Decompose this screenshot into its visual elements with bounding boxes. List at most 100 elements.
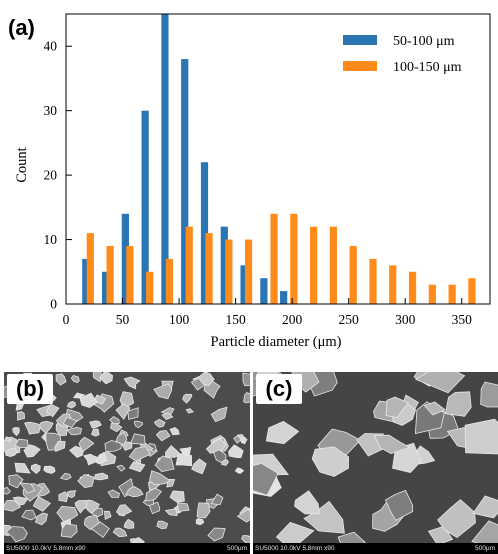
sem-particle: [12, 426, 20, 437]
sem-particle: [196, 502, 211, 519]
sem-particle: [5, 526, 28, 543]
sem-particle: [128, 446, 151, 462]
sem-particle: [177, 502, 190, 512]
sem-particle: [472, 495, 498, 519]
sem-particle: [294, 490, 321, 515]
histogram-chart: (a) 0 50 100 150 200 250 300 350 0 10 20 30 40 Part…: [8, 13, 491, 350]
sem-particle: [115, 431, 128, 446]
sem-particle: [21, 509, 37, 521]
sem-particle: [8, 474, 24, 489]
y-tick-label: 40: [44, 39, 58, 54]
bar-series-2-11: [290, 213, 298, 304]
sem-particle: [161, 412, 174, 420]
bar-series-2-20: [468, 278, 476, 304]
bar-series-1-7: [200, 162, 209, 304]
sem-particle: [241, 535, 250, 543]
sem-particle: [5, 447, 18, 458]
sem-particle: [23, 444, 41, 458]
bar-series-2-19: [448, 284, 456, 304]
sem-particle: [109, 416, 120, 425]
sem-particle: [16, 411, 26, 421]
bar-series-2-6: [185, 226, 193, 304]
bar-series-2-8: [225, 239, 233, 304]
sem-particle: [59, 472, 72, 481]
bar-series-2-9: [245, 239, 253, 304]
bar-series-2-3: [126, 246, 134, 304]
sem-particle: [68, 445, 85, 458]
sem-particle: [66, 426, 83, 436]
sem-particle: [24, 421, 41, 435]
sem-particle: [179, 446, 192, 457]
plot-frame: [65, 13, 491, 305]
sem-particle: [165, 445, 182, 458]
sem-image-c: (c) SU5000 10.0kV 5.8mm x90 500μm: [253, 372, 498, 554]
sem-particle: [127, 407, 139, 420]
y-axis: 0 10 20 30 40: [44, 39, 72, 312]
sem-particle: [182, 393, 193, 404]
sem-particle: [107, 489, 120, 498]
sem-particle: [110, 422, 123, 433]
x-tick-label: 50: [116, 312, 130, 327]
sem-particle: [34, 512, 48, 526]
sem-particle: [149, 470, 171, 486]
bar-series-2-2: [106, 246, 114, 304]
sem-particle: [240, 436, 248, 445]
sem-particle: [62, 416, 78, 429]
sem-particle: [128, 461, 146, 473]
sem-particle: [132, 537, 145, 543]
sem-particle: [30, 463, 41, 475]
bar-series-2-18: [428, 284, 436, 304]
sem-particle: [445, 391, 472, 417]
bar-series-2-15: [369, 258, 377, 304]
bar-series-2-14: [349, 246, 357, 304]
sem-particle: [123, 518, 135, 529]
sem-particle: [155, 430, 171, 442]
bar-series-2-5: [165, 258, 174, 304]
x-tick-label: 100: [169, 312, 190, 327]
sem-info-text-b: SU5000 10.0kV 5.8mm x90: [6, 545, 86, 552]
sem-particle: [385, 396, 409, 419]
y-tick-label: 30: [44, 103, 58, 118]
sem-particle: [55, 373, 67, 386]
panel-label-b: (b): [15, 376, 45, 401]
y-tick-label: 10: [44, 232, 58, 247]
sem-particle: [90, 521, 110, 538]
y-tick-label: 20: [44, 168, 58, 183]
sem-particle: [205, 438, 227, 454]
sem-particle: [210, 493, 224, 506]
x-axis: 0 50 100 150 200 250 300 350: [63, 298, 472, 327]
sem-particle: [190, 377, 206, 391]
x-axis-label: Particle diameter (μm): [211, 334, 342, 350]
bar-series-2-7: [205, 233, 213, 304]
sem-particle: [384, 489, 414, 521]
sem-particle: [54, 441, 66, 453]
x-tick-label: 0: [63, 312, 70, 327]
bar-series-1-2: [101, 271, 110, 304]
sem-particle: [437, 499, 476, 538]
sem-particle: [164, 508, 178, 517]
sem-particle: [169, 490, 185, 503]
sem-particle: [95, 451, 108, 465]
sem-info-bar-c: SU5000 10.0kV 5.8mm x90 500μm: [253, 543, 498, 554]
sem-particle: [145, 487, 163, 502]
sem-particle: [32, 496, 52, 512]
legend-label-2: 100-150 μm: [393, 60, 462, 75]
sem-particle: [4, 486, 11, 495]
sem-particle: [125, 485, 144, 498]
sem-particle: [275, 521, 315, 543]
sem-particle: [4, 436, 11, 443]
sem-particle: [134, 420, 144, 429]
sem-particle: [153, 418, 166, 428]
sem-particle: [123, 376, 141, 390]
bar-series-2-17: [408, 271, 417, 304]
sem-particle: [480, 381, 498, 408]
sem-particle: [234, 467, 245, 474]
sem-info-bar-b: SU5000 10.0kV 5.8mm x90 500μm: [4, 543, 250, 554]
sem-particle: [78, 436, 95, 453]
sem-particle: [91, 428, 100, 437]
sem-particle: [77, 474, 95, 489]
sem-particle: [66, 400, 76, 409]
sem-particle: [242, 372, 250, 387]
sem-particle: [414, 372, 466, 394]
bar-series-1-11: [280, 291, 288, 304]
